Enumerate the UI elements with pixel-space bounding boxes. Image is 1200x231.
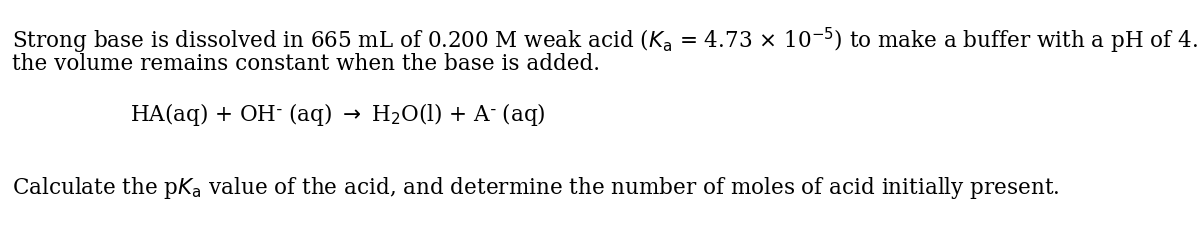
Text: HA(aq) + OH$^{\bar{\ }}$ (aq) $\rightarrow$ H$_{2}$O(l) + A$^{\bar{\ }}$ (aq): HA(aq) + OH$^{\bar{\ }}$ (aq) $\rightarr… (130, 101, 546, 128)
Text: Calculate the p$K_{\mathrm{a}}$ value of the acid, and determine the number of m: Calculate the p$K_{\mathrm{a}}$ value of… (12, 175, 1060, 201)
Text: Strong base is dissolved in 665 mL of 0.200 M weak acid ($K_{\mathrm{a}}$ = 4.73: Strong base is dissolved in 665 mL of 0.… (12, 26, 1200, 56)
Text: the volume remains constant when the base is added.: the volume remains constant when the bas… (12, 53, 600, 75)
